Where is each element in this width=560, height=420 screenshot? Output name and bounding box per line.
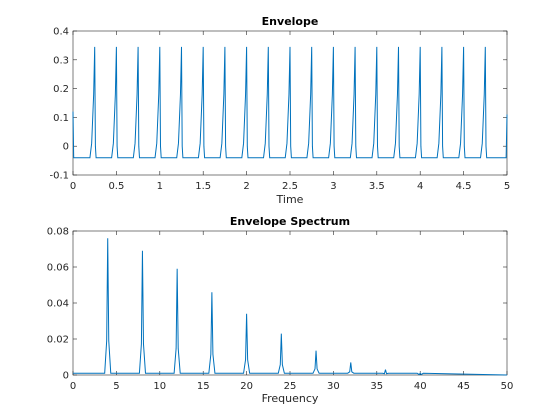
envelope-spectrum-x-tick-label: 45 xyxy=(457,381,470,392)
envelope-y-tick-label: 0.2 xyxy=(53,84,69,95)
envelope-spectrum-ticks: 0 5 10 15 20 25 30 35 40 45 50 0 0.02 0.04 0.06 0.08 xyxy=(47,227,514,393)
envelope-x-tick-label: 1 xyxy=(157,181,163,192)
envelope-y-tick-label: 0.1 xyxy=(53,113,69,124)
envelope-y-tick-label: 0 xyxy=(63,142,69,153)
envelope-spectrum-x-tick-label: 15 xyxy=(197,381,210,392)
envelope-x-tick-label: 4.5 xyxy=(456,181,472,192)
envelope-spectrum-y-tick-label: 0.08 xyxy=(47,227,69,238)
envelope-x-axis-label: Time xyxy=(276,193,304,206)
envelope-x-tick-label: 0 xyxy=(70,181,76,192)
envelope-spectrum-x-tick-label: 35 xyxy=(370,381,383,392)
envelope-x-tick-label: 3 xyxy=(330,181,336,192)
envelope-spectrum-title: Envelope Spectrum xyxy=(230,215,350,228)
envelope-axes: Envelope Time 0 0.5 1 1.5 2 2.5 3 3.5 4 4.5 5-0.10… xyxy=(49,15,510,206)
envelope-x-tick-label: 3.5 xyxy=(369,181,385,192)
envelope-spectrum-x-tick-label: 30 xyxy=(327,381,340,392)
envelope-y-tick-label: 0.3 xyxy=(53,55,69,66)
envelope-spectrum-y-tick-label: 0.04 xyxy=(47,299,69,310)
envelope-x-tick-label: 2.5 xyxy=(282,181,298,192)
envelope-spectrum-x-tick-label: 40 xyxy=(414,381,427,392)
envelope-ticks: 0 0.5 1 1.5 2 2.5 3 3.5 4 4.5 5-0.100.10.20.30.4 xyxy=(49,27,510,193)
envelope-x-tick-label: 5 xyxy=(504,181,510,192)
envelope-spectrum-x-tick-label: 50 xyxy=(501,381,514,392)
envelope-spectrum-x-tick-label: 10 xyxy=(153,381,166,392)
envelope-line xyxy=(72,46,508,159)
envelope-y-tick-label: 0.4 xyxy=(53,27,69,38)
envelope-spectrum-y-tick-label: 0 xyxy=(63,371,69,382)
envelope-spectrum-y-tick-label: 0.02 xyxy=(47,335,69,346)
envelope-x-tick-label: 4 xyxy=(417,181,423,192)
envelope-series xyxy=(72,46,508,159)
envelope-spectrum-x-tick-label: 25 xyxy=(284,381,297,392)
envelope-y-tick-label: -0.1 xyxy=(49,171,69,182)
envelope-spectrum-line xyxy=(73,238,508,376)
envelope-spectrum-axes-frame xyxy=(72,230,508,376)
envelope-spectrum-x-axis-label: Frequency xyxy=(262,392,319,405)
envelope-spectrum-axes: Envelope Spectrum Frequency 0 5 10 15 20 25 30… xyxy=(47,215,514,405)
envelope-title: Envelope xyxy=(262,15,319,28)
envelope-spectrum-x-tick-label: 0 xyxy=(70,381,76,392)
envelope-spectrum-x-tick-label: 20 xyxy=(240,381,253,392)
envelope-spectrum-x-tick-label: 5 xyxy=(113,381,119,392)
envelope-spectrum-y-tick-label: 0.06 xyxy=(47,263,69,274)
envelope-x-tick-label: 1.5 xyxy=(195,181,211,192)
envelope-x-tick-label: 2 xyxy=(243,181,249,192)
envelope-x-tick-label: 0.5 xyxy=(108,181,124,192)
envelope-spectrum-series xyxy=(73,238,508,376)
